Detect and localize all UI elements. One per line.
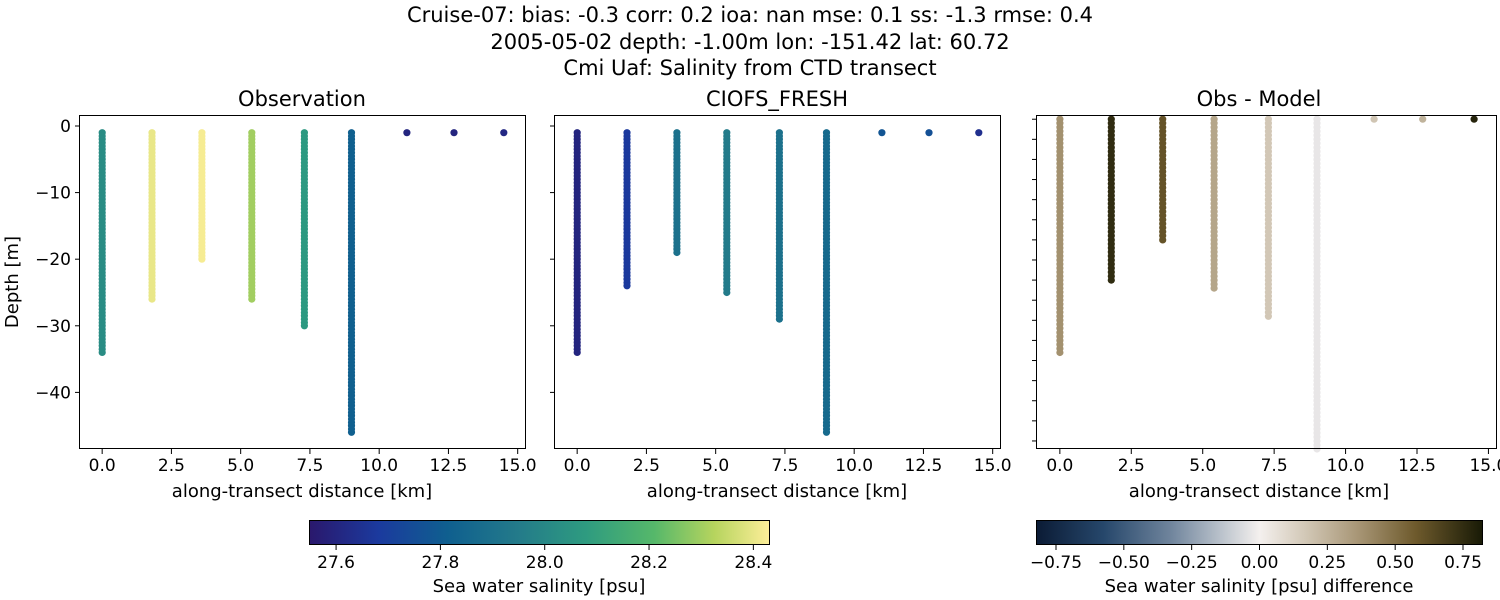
data-point-profile-8 — [975, 129, 983, 137]
colorbar-tick-label: 0.00 — [1241, 553, 1279, 573]
x-tick-label: 7.5 — [1261, 456, 1288, 476]
panel-title: Obs - Model — [1197, 87, 1322, 111]
colorbar-label: Sea water salinity [psu] — [433, 576, 646, 597]
data-point-profile-7 — [925, 129, 933, 137]
colorbar-tick-label: 28.0 — [526, 553, 564, 573]
x-tick-label: 0.0 — [89, 456, 116, 476]
colorbar-tick-label: −0.50 — [1098, 553, 1150, 573]
panel-obs-minus-model: Obs - Model 0.0 2.5 5.0 7.5 10.0 12.5 15.0 alo… — [1032, 87, 1500, 502]
plot-frame — [79, 115, 526, 449]
data-point-profile-5 — [347, 428, 356, 436]
x-axis-ticks: 0.0 2.5 5.0 7.5 10.0 12.5 15.0 — [89, 449, 537, 476]
data-point-profile-6 — [1370, 115, 1378, 123]
x-tick-label: 10.0 — [1327, 456, 1365, 476]
plot-frame — [554, 115, 1001, 449]
data-point-profile-7 — [1419, 115, 1427, 123]
y-tick-label: −40 — [35, 383, 71, 403]
x-tick-label: 5.0 — [1189, 456, 1216, 476]
data-points — [573, 129, 983, 436]
figure-title-line-2: 2005-05-02 depth: -1.00m lon: -151.42 la… — [490, 30, 1009, 54]
colorbar-difference: −0.75 −0.50 −0.25 0.00 0.25 0.50 0.75 Sea wate… — [1030, 520, 1483, 597]
data-point-profile-3 — [1210, 284, 1218, 292]
colorbar-tick-label: 28.2 — [630, 553, 668, 573]
x-tick-label: 12.5 — [430, 456, 468, 476]
panel-title: Observation — [238, 87, 366, 111]
figure-title-line-3: Cmi Uaf: Salinity from CTD transect — [563, 56, 936, 80]
colorbar-salinity: 27.6 27.8 28.0 28.2 28.4 Sea water salinity … — [309, 520, 772, 597]
y-tick-label: −30 — [35, 317, 71, 337]
colorbar-label: Sea water salinity [psu] difference — [1105, 576, 1414, 597]
data-point-profile-2 — [198, 255, 206, 263]
figure-title-line-1: Cruise-07: bias: -0.3 corr: 0.2 ioa: nan… — [407, 3, 1093, 27]
data-points — [98, 129, 508, 436]
data-point-profile-2 — [673, 248, 681, 257]
data-point-profile-2 — [1159, 236, 1167, 244]
colorbar-ticks: 27.6 27.8 28.0 28.2 28.4 — [317, 545, 772, 573]
x-axis-label: along-transect distance [km] — [172, 481, 432, 502]
data-point-profile-1 — [623, 282, 631, 290]
x-tick-label: 2.5 — [158, 456, 185, 476]
y-axis-ticks: 0 −10 −20 −30 −40 — [35, 117, 80, 403]
data-point-profile-7 — [450, 129, 458, 137]
x-tick-label: 5.0 — [702, 456, 729, 476]
x-tick-label: 10.0 — [360, 456, 398, 476]
colorbar-tick-label: 0.75 — [1444, 553, 1482, 573]
colorbar-gradient — [1036, 520, 1483, 545]
data-point-profile-4 — [775, 315, 784, 323]
x-axis-ticks: 0.0 2.5 5.0 7.5 10.0 12.5 15.0 — [1046, 449, 1500, 476]
panel-observation: Observation 0.0 2.5 5.0 7.5 10.0 12.5 15.0 0 −1… — [2, 87, 537, 502]
data-points — [1056, 115, 1478, 453]
x-tick-label: 10.0 — [835, 456, 873, 476]
data-point-profile-8 — [500, 129, 508, 137]
x-tick-label: 5.0 — [227, 456, 254, 476]
y-tick-label: 0 — [60, 117, 71, 137]
data-point-profile-4 — [1264, 312, 1272, 320]
data-point-profile-5 — [822, 428, 831, 436]
x-tick-label: 2.5 — [1118, 456, 1145, 476]
colorbar-ticks: −0.75 −0.50 −0.25 0.00 0.25 0.50 0.75 — [1030, 545, 1482, 573]
x-tick-label: 0.0 — [1046, 456, 1073, 476]
colorbar-tick-label: 28.4 — [734, 553, 772, 573]
colorbar-tick-label: 27.8 — [421, 553, 459, 573]
x-tick-label: 0.0 — [564, 456, 591, 476]
data-point-profile-1 — [1107, 276, 1115, 284]
colorbar-tick-label: 0.50 — [1376, 553, 1414, 573]
colorbar-tick-label: 0.25 — [1308, 553, 1346, 573]
y-tick-label: −10 — [35, 184, 71, 204]
x-tick-label: 2.5 — [633, 456, 660, 476]
x-tick-label: 12.5 — [1398, 456, 1436, 476]
colorbar-tick-label: 27.6 — [317, 553, 355, 573]
x-axis-label: along-transect distance [km] — [647, 481, 907, 502]
data-point-profile-0 — [98, 348, 106, 356]
colorbar-tick-label: −0.75 — [1030, 553, 1082, 573]
x-tick-label: 12.5 — [905, 456, 943, 476]
plot-frame — [1036, 115, 1497, 449]
data-point-profile-3 — [723, 288, 731, 297]
data-point-profile-4 — [300, 322, 308, 330]
data-point-profile-6 — [878, 129, 886, 137]
data-point-profile-6 — [403, 129, 411, 137]
data-point-profile-0 — [1056, 348, 1064, 357]
data-point-profile-3 — [248, 295, 256, 303]
x-tick-label: 15.0 — [1469, 456, 1500, 476]
data-point-profile-0 — [573, 348, 581, 356]
colorbar-gradient — [309, 520, 770, 545]
y-axis-label: Depth [m] — [2, 236, 23, 328]
panel-ciofs-fresh: CIOFS_FRESH 0.0 2.5 5.0 7.5 10.0 12.5 15.0 alo… — [550, 87, 1012, 502]
colorbar-tick-label: −0.25 — [1166, 553, 1218, 573]
x-axis-label: along-transect distance [km] — [1129, 481, 1389, 502]
x-axis-ticks: 0.0 2.5 5.0 7.5 10.0 12.5 15.0 — [564, 449, 1012, 476]
x-tick-label: 7.5 — [771, 456, 798, 476]
data-point-profile-8 — [1470, 115, 1478, 123]
x-tick-label: 15.0 — [974, 456, 1012, 476]
x-tick-label: 7.5 — [296, 456, 323, 476]
y-axis-ticks — [550, 125, 555, 393]
data-point-profile-1 — [148, 295, 156, 303]
y-tick-label: −20 — [35, 250, 71, 270]
x-tick-label: 15.0 — [499, 456, 537, 476]
panel-title: CIOFS_FRESH — [706, 87, 848, 112]
